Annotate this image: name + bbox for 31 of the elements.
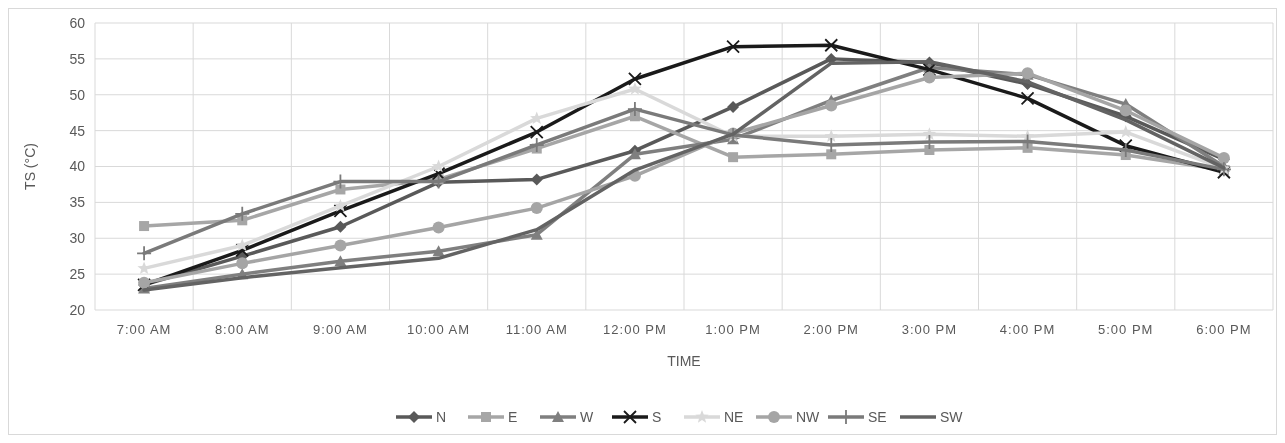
x-tick-label: 1:00 PM [705, 322, 761, 337]
legend-label: SE [868, 408, 887, 425]
x-tick-label: 9:00 AM [313, 322, 368, 337]
y-tick-label: 60 [69, 14, 86, 31]
x-tick-label: 3:00 PM [901, 322, 958, 337]
y-tick-label: 40 [69, 158, 86, 175]
y-tick-label: 35 [69, 194, 86, 211]
y-tick-label: 30 [69, 230, 86, 247]
y-tick-label: 25 [69, 266, 86, 283]
legend-label: NE [724, 408, 744, 425]
y-tick-label: 55 [69, 50, 86, 67]
x-tick-label: 11:00 AM [505, 322, 568, 337]
y-tick-label: 20 [69, 301, 86, 318]
legend-label: W [580, 408, 594, 425]
x-axis-title: TIME [667, 353, 701, 369]
y-axis-title: TS (°C) [22, 143, 38, 190]
x-tick-label: 8:00 AM [214, 322, 270, 337]
y-tick-label: 45 [69, 122, 86, 139]
x-tick-label: 5:00 PM [1098, 322, 1154, 337]
y-tick-label: 50 [69, 86, 86, 103]
x-tick-label: 7:00 AM [116, 322, 172, 337]
x-tick-label: 10:00 AM [407, 322, 471, 337]
x-tick-label: 6:00 PM [1196, 322, 1252, 337]
x-tick-label: 12:00 PM [603, 322, 667, 337]
legend-label: SW [940, 408, 964, 425]
legend-label: NW [796, 408, 821, 425]
legend-label: S [652, 408, 662, 425]
legend-label: E [508, 408, 518, 425]
x-tick-label: 4:00 PM [999, 322, 1056, 337]
x-tick-label: 2:00 PM [803, 322, 859, 337]
legend-label: N [436, 408, 447, 425]
